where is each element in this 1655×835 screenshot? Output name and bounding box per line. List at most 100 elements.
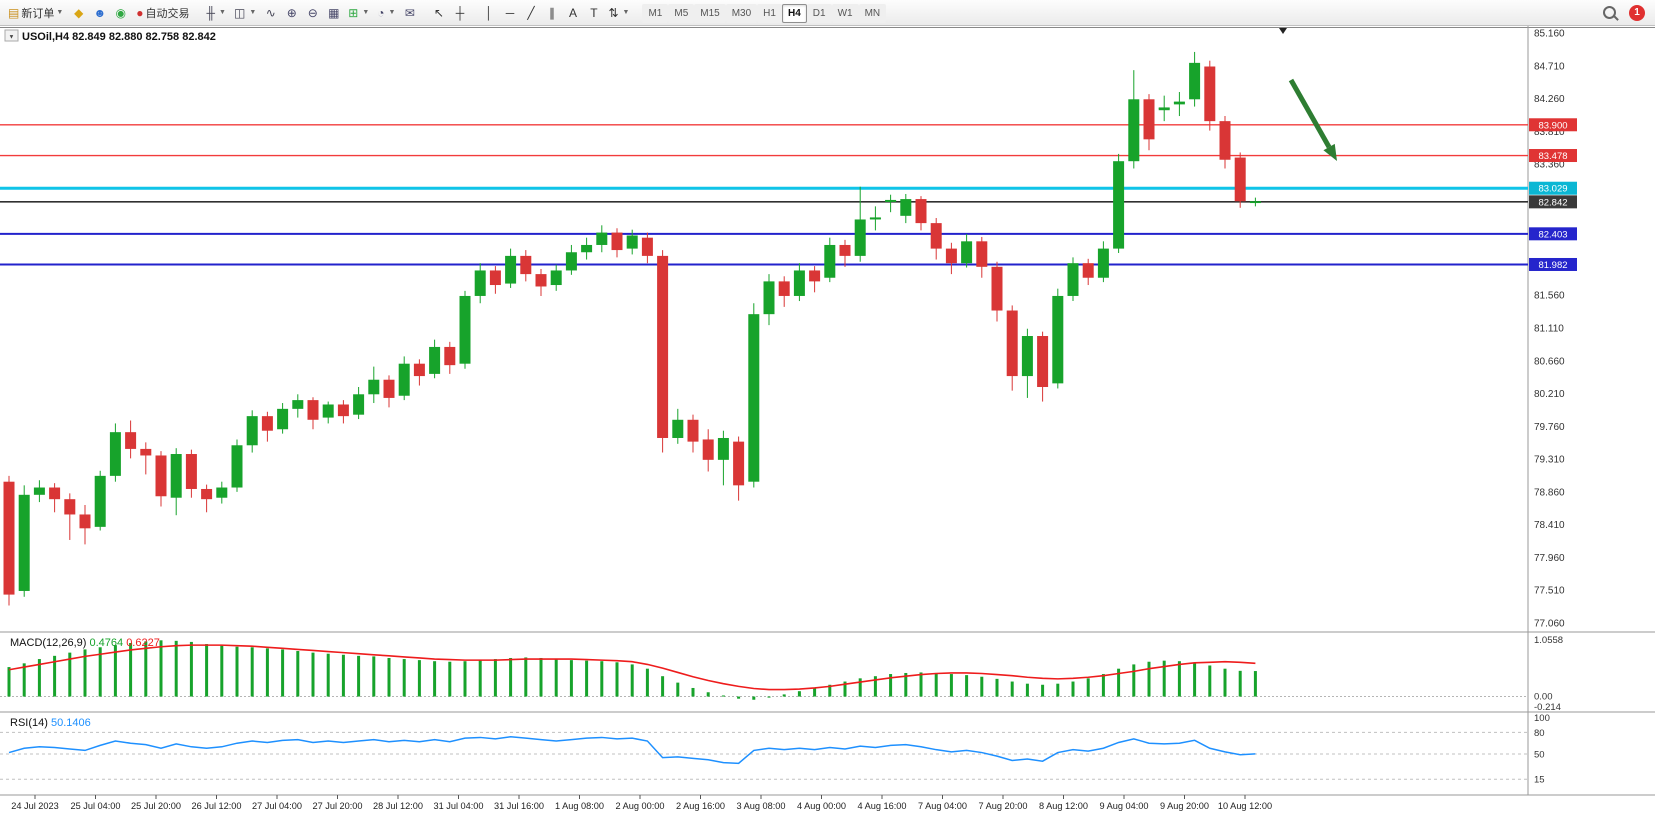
collapse-button: [4, 29, 19, 42]
market-watch-button[interactable]: ◆: [68, 2, 89, 23]
chevron-down-icon: ▼: [388, 9, 396, 16]
price-badge: [1529, 181, 1577, 195]
svg-text:83.900: 83.900: [1538, 120, 1567, 131]
price-badges: 83.900 83.478 83.029 82.842 82.403 81.982: [1529, 118, 1577, 271]
timeframe-m15-button[interactable]: M15: [694, 3, 726, 23]
trendline-icon: ╱: [527, 5, 535, 20]
svg-text:25 Jul 20:00: 25 Jul 20:00: [131, 801, 181, 811]
svg-text:9 Aug 20:00: 9 Aug 20:00: [1160, 801, 1209, 811]
svg-text:27 Jul 20:00: 27 Jul 20:00: [312, 801, 362, 811]
label-tool-icon: T: [590, 5, 598, 20]
trend-arrow-annotation: [1288, 78, 1337, 161]
mail-icon: ✉: [404, 5, 415, 20]
macd-label: MACD(12,26,9) 0.4764 0.6227: [10, 637, 160, 649]
timeframe-m1-button[interactable]: M1: [642, 3, 669, 23]
timeframe-h1-button[interactable]: H1: [757, 3, 782, 23]
candlestick-chart-icon: ◫: [233, 5, 246, 20]
text-tool-icon: A: [568, 5, 577, 20]
horizontal-line-button[interactable]: ─: [499, 2, 520, 23]
svg-text:26 Jul 12:00: 26 Jul 12:00: [191, 801, 241, 811]
auto-trading-icon: ●: [136, 5, 144, 20]
search-icon: [1603, 6, 1616, 19]
crosshair-button[interactable]: ┼: [449, 2, 470, 23]
alerts-button[interactable]: ◉: [110, 2, 131, 23]
svg-text:31 Jul 04:00: 31 Jul 04:00: [433, 801, 483, 811]
search-button[interactable]: [1599, 2, 1620, 23]
mail-button[interactable]: ✉: [399, 2, 420, 23]
timeframe-d1-button[interactable]: D1: [806, 3, 832, 23]
svg-text:4 Aug 16:00: 4 Aug 16:00: [857, 801, 906, 811]
svg-text:81.560: 81.560: [1534, 291, 1565, 302]
svg-text:83.810: 83.810: [1534, 127, 1565, 138]
zoom-in-button[interactable]: ⊕: [281, 2, 302, 23]
chevron-down-icon: ▼: [362, 9, 370, 16]
svg-text:79.760: 79.760: [1534, 422, 1565, 433]
svg-text:9 Aug 04:00: 9 Aug 04:00: [1099, 801, 1148, 811]
tile-windows-button[interactable]: ▦: [323, 2, 344, 23]
price-chart[interactable]: 85.160 84.710 84.260 83.810 83.360 81.560 81.1…: [0, 26, 1655, 835]
macd-signal-line: [8, 644, 1256, 691]
profile-button[interactable]: ☻: [89, 2, 110, 23]
new-order-button[interactable]: ▤ 新订单 ▼: [4, 2, 67, 23]
svg-text:28 Jul 12:00: 28 Jul 12:00: [373, 801, 423, 811]
horizontal-level-lines: [0, 124, 1528, 266]
clock-button[interactable]: ◔ ▼: [373, 2, 399, 23]
candlestick-chart-button[interactable]: ◫ ▼: [230, 2, 260, 23]
svg-text:78.410: 78.410: [1534, 520, 1565, 531]
notification-badge[interactable]: 1: [1629, 4, 1645, 21]
svg-text:24 Jul 2023: 24 Jul 2023: [11, 801, 59, 811]
ohlc-bars-icon: ╫: [206, 5, 216, 20]
chart-frame: [0, 26, 1655, 796]
channel-button[interactable]: ∥: [541, 2, 562, 23]
shift-marker-icon: [1279, 28, 1287, 34]
arrows-tool-button[interactable]: ⇅ ▼: [604, 2, 633, 23]
price-badge: [1529, 195, 1577, 209]
line-chart-icon: ∿: [265, 5, 276, 20]
ohlc-bars-button[interactable]: ╫ ▼: [203, 2, 230, 23]
timeframe-m30-button[interactable]: M30: [725, 3, 758, 23]
chevron-down-icon: ▼: [622, 9, 630, 16]
svg-text:2 Aug 16:00: 2 Aug 16:00: [676, 801, 725, 811]
svg-text:79.310: 79.310: [1534, 455, 1565, 466]
cursor-button[interactable]: ↖: [428, 2, 449, 23]
svg-text:1.0558: 1.0558: [1534, 635, 1563, 646]
profile-icon: ☻: [93, 5, 107, 20]
alerts-icon: ◉: [115, 5, 127, 20]
timeframe-h4-button[interactable]: H4: [781, 3, 807, 23]
svg-text:USOil,H4 82.849 82.880 82.758: USOil,H4 82.849 82.880 82.758 82.842: [22, 31, 216, 43]
svg-text:1 Aug 08:00: 1 Aug 08:00: [555, 801, 604, 811]
timeframe-w1-button[interactable]: W1: [831, 3, 859, 23]
svg-text:81.110: 81.110: [1534, 324, 1564, 335]
horizontal-line-icon: ─: [505, 5, 515, 20]
svg-text:83.029: 83.029: [1538, 184, 1567, 195]
svg-text:81.982: 81.982: [1538, 260, 1567, 271]
auto-trading-button[interactable]: ● 自动交易: [132, 2, 193, 23]
svg-text:77.060: 77.060: [1534, 619, 1565, 630]
chevron-down-icon: ▼: [56, 9, 64, 16]
new-order-label: 新订单: [21, 7, 55, 20]
new-chart-button[interactable]: ⊞ ▼: [344, 2, 373, 23]
zoom-in-icon: ⊕: [286, 5, 297, 20]
new-chart-icon: ⊞: [348, 5, 359, 20]
clock-icon: ◔: [377, 5, 385, 20]
timeframe-m5-button[interactable]: M5: [668, 3, 695, 23]
text-tool-button[interactable]: A: [562, 2, 583, 23]
chart-area[interactable]: 85.160 84.710 84.260 83.810 83.360 81.560 81.1…: [0, 26, 1655, 835]
tile-windows-icon: ▦: [328, 5, 340, 20]
svg-text:25 Jul 04:00: 25 Jul 04:00: [70, 801, 120, 811]
svg-text:84.260: 84.260: [1534, 94, 1565, 105]
svg-text:100: 100: [1534, 713, 1550, 724]
auto-trading-label: 自动交易: [145, 7, 190, 20]
svg-text:▼: ▼: [9, 35, 15, 41]
chevron-down-icon: ▼: [249, 9, 257, 16]
toolbar: ▤ 新订单 ▼ ◆ ☻ ◉ ● 自动交易 ╫ ▼ ◫ ▼ ∿ ⊕ ⊖ ▦ ⊞ ▼ ◔ ▼ ✉ ↖ ┼ │ ─ ╱ ∥ A T…: [0, 0, 1655, 26]
zoom-out-icon: ⊖: [307, 5, 318, 20]
vertical-line-button[interactable]: │: [478, 2, 499, 23]
label-tool-button[interactable]: T: [583, 2, 604, 23]
trendline-button[interactable]: ╱: [520, 2, 541, 23]
timeframe-mn-button[interactable]: MN: [858, 3, 887, 23]
svg-text:4 Aug 00:00: 4 Aug 00:00: [797, 801, 846, 811]
svg-text:82.403: 82.403: [1538, 229, 1567, 240]
zoom-out-button[interactable]: ⊖: [302, 2, 323, 23]
line-chart-button[interactable]: ∿: [260, 2, 281, 23]
